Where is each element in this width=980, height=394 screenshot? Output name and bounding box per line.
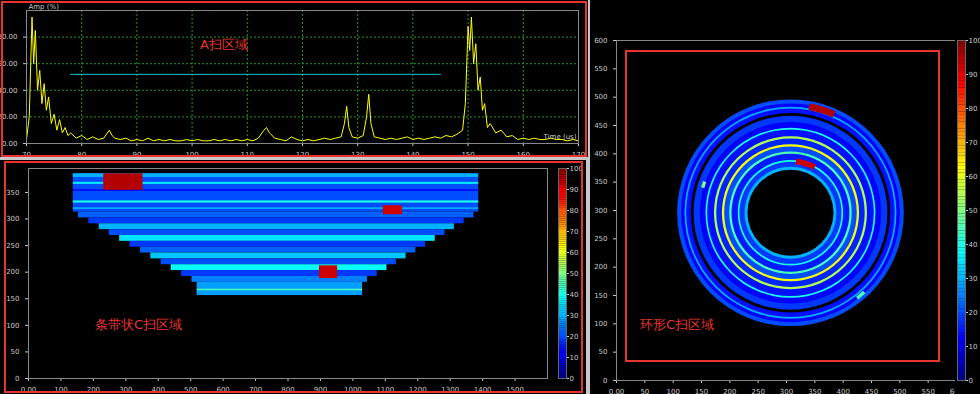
svg-text:250: 250 [751, 388, 764, 394]
svg-text:0: 0 [15, 375, 19, 383]
svg-text:30: 30 [570, 312, 579, 320]
svg-text:40.00: 40.00 [0, 87, 18, 95]
svg-text:100: 100 [54, 386, 67, 394]
svg-text:400: 400 [836, 388, 849, 394]
svg-text:50: 50 [599, 348, 608, 356]
svg-text:100: 100 [594, 320, 607, 328]
svg-text:20: 20 [969, 309, 978, 317]
svg-text:80.00: 80.00 [0, 33, 18, 41]
svg-text:700: 700 [249, 386, 262, 394]
svg-text:140: 140 [406, 151, 419, 159]
svg-text:60: 60 [570, 249, 579, 257]
svg-text:200: 200 [723, 388, 736, 394]
svg-text:60: 60 [969, 173, 978, 181]
svg-text:100: 100 [666, 388, 679, 394]
svg-text:0.00: 0.00 [21, 386, 37, 394]
svg-text:80: 80 [77, 151, 86, 159]
svg-text:450: 450 [594, 122, 607, 130]
svg-text:600: 600 [594, 37, 607, 45]
svg-text:450: 450 [865, 388, 878, 394]
svg-text:40: 40 [969, 241, 978, 249]
svg-text:60.00: 60.00 [0, 60, 18, 68]
svg-text:500: 500 [594, 93, 607, 101]
svg-text:1300: 1300 [441, 386, 459, 394]
svg-text:200: 200 [6, 268, 19, 276]
svg-text:150: 150 [461, 151, 474, 159]
svg-text:0.00: 0.00 [2, 140, 18, 148]
svg-text:110: 110 [241, 151, 254, 159]
svg-text:550: 550 [921, 388, 934, 394]
svg-text:350: 350 [594, 178, 607, 186]
html-text:A扫区域: A扫区域 [200, 37, 248, 52]
svg-text:600: 600 [216, 386, 229, 394]
svg-text:90: 90 [570, 186, 579, 194]
svg-text:0.00: 0.00 [609, 388, 625, 394]
svg-text:120: 120 [296, 151, 309, 159]
svg-text:300: 300 [119, 386, 132, 394]
svg-text:300: 300 [6, 215, 19, 223]
svg-text:130: 130 [351, 151, 364, 159]
svg-text:90: 90 [132, 151, 141, 159]
svg-text:150: 150 [695, 388, 708, 394]
svg-text:400: 400 [594, 150, 607, 158]
svg-text:100: 100 [185, 151, 198, 159]
svg-text:500: 500 [184, 386, 197, 394]
svg-text:550: 550 [594, 65, 607, 73]
svg-text:900: 900 [314, 386, 327, 394]
svg-text:20: 20 [570, 333, 579, 341]
html-text:环形C扫区域: 环形C扫区域 [640, 317, 715, 332]
svg-text:50: 50 [11, 348, 20, 356]
html-text:条带状C扫区域: 条带状C扫区域 [95, 317, 183, 332]
svg-text:50: 50 [640, 388, 649, 394]
svg-text:300: 300 [594, 207, 607, 215]
svg-text:350: 350 [6, 189, 19, 197]
svg-text:800: 800 [281, 386, 294, 394]
svg-text:0: 0 [570, 375, 574, 383]
svg-text:1100: 1100 [376, 386, 394, 394]
svg-text:100: 100 [570, 165, 583, 173]
svg-text:10: 10 [969, 343, 978, 351]
svg-text:90: 90 [969, 71, 978, 79]
svg-text:50: 50 [570, 270, 579, 278]
svg-text:300: 300 [780, 388, 793, 394]
svg-text:1400: 1400 [474, 386, 492, 394]
svg-text:40: 40 [570, 291, 579, 299]
svg-text:200: 200 [594, 263, 607, 271]
svg-text:0: 0 [603, 377, 607, 385]
svg-text:70: 70 [969, 139, 978, 147]
svg-text:Time (us): Time (us) [543, 133, 577, 141]
svg-text:30: 30 [969, 275, 978, 283]
svg-text:70: 70 [22, 151, 31, 159]
svg-text:0: 0 [969, 377, 973, 385]
svg-text:150: 150 [6, 295, 19, 303]
svg-text:1200: 1200 [409, 386, 427, 394]
svg-text:400: 400 [152, 386, 165, 394]
svg-text:250: 250 [594, 235, 607, 243]
svg-text:100: 100 [6, 322, 19, 330]
svg-text:80: 80 [969, 105, 978, 113]
svg-text:170: 170 [572, 151, 585, 159]
svg-text:200: 200 [87, 386, 100, 394]
svg-text:70: 70 [570, 228, 579, 236]
svg-text:80: 80 [570, 207, 579, 215]
svg-text:1000: 1000 [344, 386, 362, 394]
svg-text:250: 250 [6, 242, 19, 250]
svg-text:350: 350 [808, 388, 821, 394]
svg-text:20.00: 20.00 [0, 113, 18, 121]
svg-text:10: 10 [570, 354, 579, 362]
svg-text:150: 150 [594, 292, 607, 300]
svg-text:160: 160 [517, 151, 530, 159]
svg-text:500: 500 [893, 388, 906, 394]
svg-text:100: 100 [969, 37, 980, 45]
svg-text:50: 50 [969, 207, 978, 215]
svg-text:1500: 1500 [506, 386, 524, 394]
svg-text:Amp (%): Amp (%) [29, 3, 60, 11]
